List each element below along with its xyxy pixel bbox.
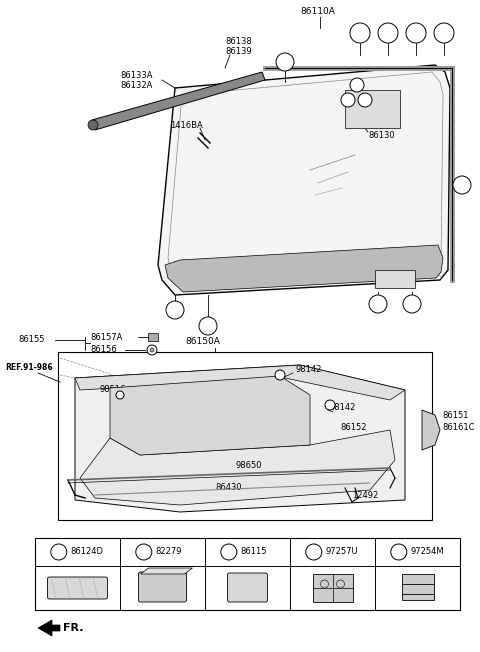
Text: d: d [312, 548, 316, 557]
Text: 86132A: 86132A [120, 80, 152, 89]
Text: 86124D: 86124D [71, 548, 104, 557]
Text: b: b [385, 29, 390, 38]
Circle shape [166, 301, 184, 319]
Polygon shape [110, 376, 310, 455]
Text: 86151: 86151 [442, 411, 468, 419]
Text: 98650: 98650 [235, 460, 262, 469]
Text: 86150A: 86150A [185, 338, 220, 346]
Text: 86157A: 86157A [90, 333, 122, 342]
Text: 86155: 86155 [18, 336, 45, 344]
Text: c: c [414, 29, 418, 38]
Circle shape [434, 23, 454, 43]
Text: 82279: 82279 [156, 548, 182, 557]
Text: 1416BA: 1416BA [170, 121, 203, 130]
Text: 86161C: 86161C [442, 422, 475, 432]
Text: a: a [283, 57, 288, 67]
FancyBboxPatch shape [375, 270, 415, 288]
Text: 86133A: 86133A [120, 70, 153, 80]
Text: 86115: 86115 [241, 548, 267, 557]
Circle shape [306, 544, 322, 560]
Circle shape [406, 23, 426, 43]
Text: FR.: FR. [63, 623, 84, 633]
Text: 86430: 86430 [215, 484, 241, 492]
Polygon shape [141, 568, 192, 574]
Circle shape [325, 400, 335, 410]
Text: 12492: 12492 [352, 490, 378, 499]
Polygon shape [158, 65, 450, 295]
Text: c: c [346, 97, 350, 103]
FancyBboxPatch shape [148, 333, 158, 341]
Text: 86152: 86152 [340, 424, 367, 432]
Text: a: a [358, 29, 362, 38]
Text: e: e [363, 97, 367, 103]
Circle shape [51, 544, 67, 560]
Text: a: a [409, 299, 414, 308]
Text: 98142: 98142 [330, 404, 356, 413]
Circle shape [276, 53, 294, 71]
Circle shape [221, 544, 237, 560]
Text: 86110A: 86110A [300, 8, 335, 16]
Text: 97257U: 97257U [326, 548, 359, 557]
Circle shape [275, 370, 285, 380]
Circle shape [88, 120, 98, 130]
Text: a: a [57, 548, 61, 557]
Polygon shape [38, 620, 60, 636]
Circle shape [350, 23, 370, 43]
Text: 98516: 98516 [100, 385, 127, 394]
Circle shape [147, 345, 157, 355]
FancyBboxPatch shape [345, 90, 400, 128]
FancyBboxPatch shape [401, 574, 433, 600]
Text: 86156: 86156 [90, 346, 117, 355]
Text: a: a [460, 181, 464, 190]
FancyBboxPatch shape [139, 572, 187, 602]
Polygon shape [80, 430, 395, 505]
Circle shape [350, 78, 364, 92]
Text: b: b [142, 548, 146, 557]
Circle shape [150, 348, 154, 352]
Text: REF.91-986: REF.91-986 [5, 363, 53, 372]
Text: e: e [396, 548, 401, 557]
FancyBboxPatch shape [312, 574, 352, 602]
Text: b: b [205, 321, 210, 331]
Text: d: d [442, 29, 446, 38]
Circle shape [378, 23, 398, 43]
Polygon shape [165, 245, 443, 292]
FancyBboxPatch shape [48, 577, 108, 599]
Text: 98142: 98142 [295, 366, 322, 374]
Text: 86130: 86130 [368, 130, 395, 140]
FancyBboxPatch shape [228, 573, 267, 602]
Text: d: d [355, 82, 359, 88]
Text: 97254M: 97254M [411, 548, 444, 557]
Circle shape [403, 295, 421, 313]
Circle shape [341, 93, 355, 107]
Circle shape [358, 93, 372, 107]
Text: a: a [173, 306, 178, 314]
Circle shape [391, 544, 407, 560]
Circle shape [199, 317, 217, 335]
Polygon shape [75, 365, 405, 400]
Polygon shape [75, 365, 405, 512]
Text: c: c [227, 548, 231, 557]
Polygon shape [92, 72, 265, 130]
Circle shape [369, 295, 387, 313]
Circle shape [453, 176, 471, 194]
Text: 86139: 86139 [225, 48, 252, 57]
Circle shape [136, 544, 152, 560]
Circle shape [116, 391, 124, 399]
Polygon shape [422, 410, 440, 450]
Text: b: b [375, 299, 381, 308]
Text: 86138: 86138 [225, 38, 252, 46]
